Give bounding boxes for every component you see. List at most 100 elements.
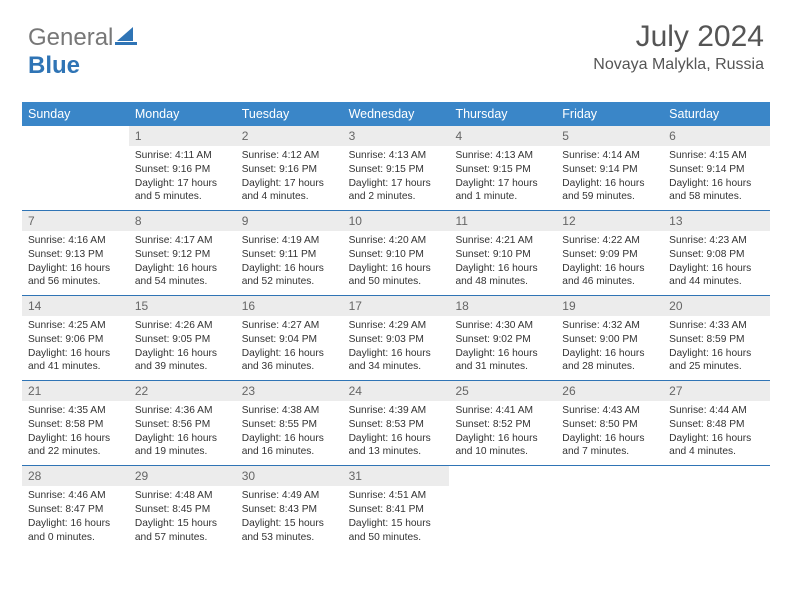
day-details: Sunrise: 4:25 AMSunset: 9:06 PMDaylight:… — [22, 316, 129, 380]
day-cell: 7Sunrise: 4:16 AMSunset: 9:13 PMDaylight… — [22, 211, 129, 295]
day-number: 26 — [556, 381, 663, 401]
sunset-text: Sunset: 8:58 PM — [28, 418, 123, 432]
daylight-text: Daylight: 16 hours and 22 minutes. — [28, 432, 123, 460]
sunset-text: Sunset: 8:52 PM — [455, 418, 550, 432]
sunset-text: Sunset: 9:13 PM — [28, 248, 123, 262]
weeks-container: 1Sunrise: 4:11 AMSunset: 9:16 PMDaylight… — [22, 126, 770, 550]
sunset-text: Sunset: 8:48 PM — [669, 418, 764, 432]
day-cell: 20Sunrise: 4:33 AMSunset: 8:59 PMDayligh… — [663, 296, 770, 380]
day-details: Sunrise: 4:13 AMSunset: 9:15 PMDaylight:… — [449, 146, 556, 210]
sunrise-text: Sunrise: 4:43 AM — [562, 404, 657, 418]
sunset-text: Sunset: 8:53 PM — [349, 418, 444, 432]
day-cell — [556, 466, 663, 550]
day-details: Sunrise: 4:26 AMSunset: 9:05 PMDaylight:… — [129, 316, 236, 380]
sunrise-text: Sunrise: 4:36 AM — [135, 404, 230, 418]
daylight-text: Daylight: 16 hours and 28 minutes. — [562, 347, 657, 375]
sunrise-text: Sunrise: 4:11 AM — [135, 149, 230, 163]
day-details: Sunrise: 4:38 AMSunset: 8:55 PMDaylight:… — [236, 401, 343, 465]
sunrise-text: Sunrise: 4:41 AM — [455, 404, 550, 418]
day-cell: 16Sunrise: 4:27 AMSunset: 9:04 PMDayligh… — [236, 296, 343, 380]
daylight-text: Daylight: 16 hours and 52 minutes. — [242, 262, 337, 290]
day-number: 22 — [129, 381, 236, 401]
day-cell: 17Sunrise: 4:29 AMSunset: 9:03 PMDayligh… — [343, 296, 450, 380]
day-number: 16 — [236, 296, 343, 316]
week-row: 1Sunrise: 4:11 AMSunset: 9:16 PMDaylight… — [22, 126, 770, 211]
daylight-text: Daylight: 16 hours and 34 minutes. — [349, 347, 444, 375]
daylight-text: Daylight: 16 hours and 44 minutes. — [669, 262, 764, 290]
sunrise-text: Sunrise: 4:17 AM — [135, 234, 230, 248]
day-details: Sunrise: 4:43 AMSunset: 8:50 PMDaylight:… — [556, 401, 663, 465]
daylight-text: Daylight: 16 hours and 41 minutes. — [28, 347, 123, 375]
day-cell: 23Sunrise: 4:38 AMSunset: 8:55 PMDayligh… — [236, 381, 343, 465]
daylight-text: Daylight: 16 hours and 19 minutes. — [135, 432, 230, 460]
daylight-text: Daylight: 15 hours and 50 minutes. — [349, 517, 444, 545]
day-details: Sunrise: 4:16 AMSunset: 9:13 PMDaylight:… — [22, 231, 129, 295]
day-number — [22, 126, 129, 146]
daylight-text: Daylight: 16 hours and 39 minutes. — [135, 347, 230, 375]
day-number — [556, 466, 663, 486]
daylight-text: Daylight: 16 hours and 50 minutes. — [349, 262, 444, 290]
day-number: 8 — [129, 211, 236, 231]
day-cell: 10Sunrise: 4:20 AMSunset: 9:10 PMDayligh… — [343, 211, 450, 295]
day-cell — [449, 466, 556, 550]
sunrise-text: Sunrise: 4:39 AM — [349, 404, 444, 418]
sunset-text: Sunset: 9:14 PM — [669, 163, 764, 177]
sunset-text: Sunset: 9:14 PM — [562, 163, 657, 177]
sunset-text: Sunset: 9:00 PM — [562, 333, 657, 347]
day-number — [663, 466, 770, 486]
day-details: Sunrise: 4:11 AMSunset: 9:16 PMDaylight:… — [129, 146, 236, 210]
day-details: Sunrise: 4:49 AMSunset: 8:43 PMDaylight:… — [236, 486, 343, 550]
sunrise-text: Sunrise: 4:16 AM — [28, 234, 123, 248]
sunset-text: Sunset: 9:15 PM — [455, 163, 550, 177]
calendar: SundayMondayTuesdayWednesdayThursdayFrid… — [22, 102, 770, 550]
weekday-header: Friday — [556, 102, 663, 126]
day-number: 13 — [663, 211, 770, 231]
sunset-text: Sunset: 9:03 PM — [349, 333, 444, 347]
week-row: 21Sunrise: 4:35 AMSunset: 8:58 PMDayligh… — [22, 381, 770, 466]
sail-icon — [115, 24, 137, 52]
day-details: Sunrise: 4:22 AMSunset: 9:09 PMDaylight:… — [556, 231, 663, 295]
sunrise-text: Sunrise: 4:13 AM — [455, 149, 550, 163]
sunset-text: Sunset: 8:47 PM — [28, 503, 123, 517]
day-details: Sunrise: 4:30 AMSunset: 9:02 PMDaylight:… — [449, 316, 556, 380]
sunrise-text: Sunrise: 4:12 AM — [242, 149, 337, 163]
day-number: 1 — [129, 126, 236, 146]
day-details: Sunrise: 4:46 AMSunset: 8:47 PMDaylight:… — [22, 486, 129, 550]
daylight-text: Daylight: 16 hours and 48 minutes. — [455, 262, 550, 290]
day-cell: 5Sunrise: 4:14 AMSunset: 9:14 PMDaylight… — [556, 126, 663, 210]
day-cell: 26Sunrise: 4:43 AMSunset: 8:50 PMDayligh… — [556, 381, 663, 465]
day-details: Sunrise: 4:41 AMSunset: 8:52 PMDaylight:… — [449, 401, 556, 465]
day-number: 18 — [449, 296, 556, 316]
daylight-text: Daylight: 16 hours and 59 minutes. — [562, 177, 657, 205]
day-number: 29 — [129, 466, 236, 486]
sunrise-text: Sunrise: 4:22 AM — [562, 234, 657, 248]
day-number: 27 — [663, 381, 770, 401]
day-cell: 14Sunrise: 4:25 AMSunset: 9:06 PMDayligh… — [22, 296, 129, 380]
week-row: 28Sunrise: 4:46 AMSunset: 8:47 PMDayligh… — [22, 466, 770, 550]
sunrise-text: Sunrise: 4:20 AM — [349, 234, 444, 248]
sunrise-text: Sunrise: 4:21 AM — [455, 234, 550, 248]
daylight-text: Daylight: 17 hours and 2 minutes. — [349, 177, 444, 205]
day-cell: 3Sunrise: 4:13 AMSunset: 9:15 PMDaylight… — [343, 126, 450, 210]
day-details: Sunrise: 4:13 AMSunset: 9:15 PMDaylight:… — [343, 146, 450, 210]
day-cell: 25Sunrise: 4:41 AMSunset: 8:52 PMDayligh… — [449, 381, 556, 465]
header: July 2024 Novaya Malykla, Russia — [593, 20, 764, 74]
day-number: 25 — [449, 381, 556, 401]
day-number: 19 — [556, 296, 663, 316]
sunrise-text: Sunrise: 4:13 AM — [349, 149, 444, 163]
weekday-header: Monday — [129, 102, 236, 126]
sunrise-text: Sunrise: 4:15 AM — [669, 149, 764, 163]
daylight-text: Daylight: 16 hours and 54 minutes. — [135, 262, 230, 290]
sunset-text: Sunset: 8:59 PM — [669, 333, 764, 347]
day-number: 28 — [22, 466, 129, 486]
weekday-header-row: SundayMondayTuesdayWednesdayThursdayFrid… — [22, 102, 770, 126]
sunset-text: Sunset: 9:12 PM — [135, 248, 230, 262]
day-number: 11 — [449, 211, 556, 231]
day-cell: 31Sunrise: 4:51 AMSunset: 8:41 PMDayligh… — [343, 466, 450, 550]
sunrise-text: Sunrise: 4:38 AM — [242, 404, 337, 418]
week-row: 7Sunrise: 4:16 AMSunset: 9:13 PMDaylight… — [22, 211, 770, 296]
day-cell: 19Sunrise: 4:32 AMSunset: 9:00 PMDayligh… — [556, 296, 663, 380]
day-number: 6 — [663, 126, 770, 146]
day-cell: 12Sunrise: 4:22 AMSunset: 9:09 PMDayligh… — [556, 211, 663, 295]
day-details: Sunrise: 4:12 AMSunset: 9:16 PMDaylight:… — [236, 146, 343, 210]
